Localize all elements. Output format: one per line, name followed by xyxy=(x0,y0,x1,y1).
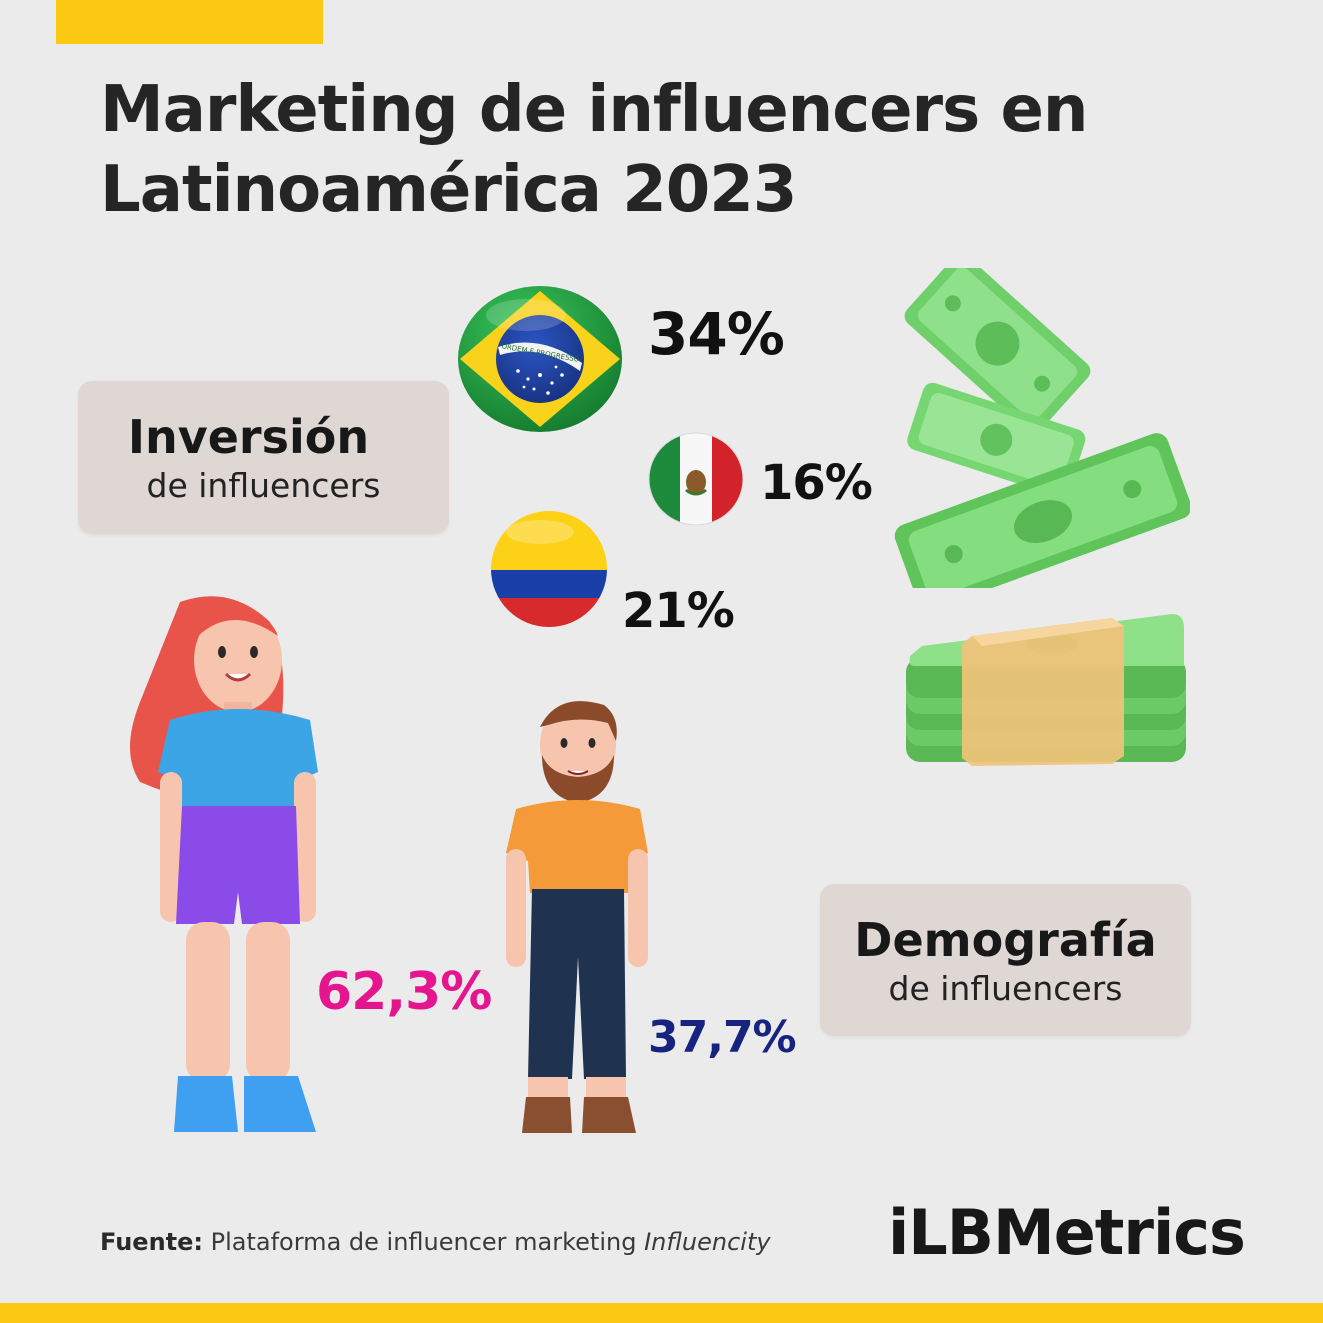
bottom-accent-bar xyxy=(0,1303,1323,1323)
investment-label-box: Inversión de influencers xyxy=(78,381,449,534)
mexico-flag-icon xyxy=(648,432,744,526)
brazil-investment-value: 34% xyxy=(648,300,785,368)
men-percentage: 37,7% xyxy=(648,1012,797,1063)
colombia-flag-icon xyxy=(491,511,607,627)
mexico-investment-value: 16% xyxy=(760,455,873,511)
man-figure xyxy=(506,701,648,1133)
brazil-flag-icon: ORDEM E PROGRESSO xyxy=(458,286,622,432)
colombia-investment-value: 21% xyxy=(622,583,735,639)
title-line-1: Marketing de influencers en xyxy=(100,73,1088,147)
women-percentage: 62,3% xyxy=(316,962,492,1022)
top-accent-bar xyxy=(56,0,323,44)
source-label: Fuente: xyxy=(100,1228,203,1256)
source-platform: Influencity xyxy=(644,1228,771,1256)
source-note: Fuente: Plataforma de influencer marketi… xyxy=(100,1228,771,1256)
demographics-label-title: Demografía xyxy=(854,913,1157,967)
ilbmetrics-logo: iLBMetrics xyxy=(888,1196,1246,1269)
flying-money-icon xyxy=(894,268,1190,588)
demographics-label-subtitle: de influencers xyxy=(888,969,1123,1008)
investment-label-subtitle: de influencers xyxy=(146,466,381,505)
money-stack-icon xyxy=(906,614,1186,766)
investment-label-title: Inversión xyxy=(127,410,370,464)
woman-figure xyxy=(130,596,318,1132)
title-line-2: Latinoamérica 2023 xyxy=(100,153,797,227)
demographics-label-box: Demografía de influencers xyxy=(820,884,1191,1036)
page-title: Marketing de influencers en Latinoaméric… xyxy=(100,70,1200,230)
source-text: Plataforma de influencer marketing xyxy=(210,1228,637,1256)
